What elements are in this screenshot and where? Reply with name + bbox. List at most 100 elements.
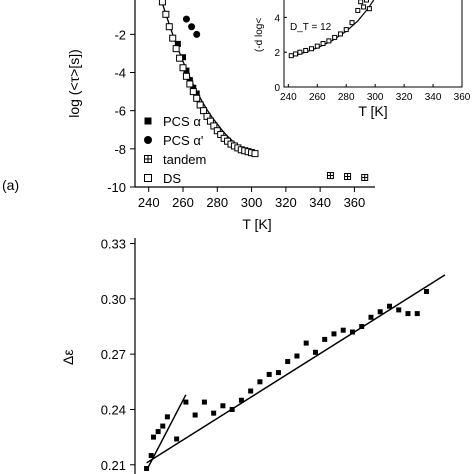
data-point — [361, 4, 367, 10]
data-point — [200, 107, 208, 115]
data-point — [359, 324, 365, 329]
data-point — [229, 406, 235, 412]
inset-plot: 240 260 280 300 320 340 360 0 2 4 T [K] (-d log< D_T… — [242, 0, 471, 126]
data-point — [363, 0, 369, 3]
inset-x-tick-label: 320 — [396, 92, 413, 103]
bottom-series — [144, 288, 429, 471]
main-x-tick-label: 240 — [138, 195, 160, 210]
data-point — [414, 311, 420, 317]
bottom-y-axis-label: Δε — [60, 349, 76, 365]
bottom-y-tick-label: 0.21 — [101, 458, 126, 473]
data-point — [337, 31, 343, 37]
data-point — [275, 370, 281, 376]
inset-y-tick-label: 0 — [274, 83, 280, 94]
data-point — [196, 101, 204, 109]
data-point — [297, 49, 303, 55]
bottom-y-tick-label: 0.30 — [101, 292, 126, 307]
legend-marker — [144, 155, 152, 163]
series-1 — [182, 15, 201, 38]
inset-frame — [283, 0, 463, 88]
data-point — [151, 434, 157, 440]
main-y-tick-label: -4 — [114, 66, 126, 81]
main-y-tick-label: -10 — [107, 180, 126, 195]
data-point — [343, 27, 349, 33]
inset-x-tick-label: 360 — [454, 92, 471, 103]
main-y-tick-label: -6 — [114, 104, 126, 119]
inset-y-axis-label: (-d log< — [254, 18, 265, 52]
data-point — [172, 45, 180, 53]
data-point — [396, 307, 402, 313]
data-point — [332, 34, 338, 40]
data-point — [386, 303, 392, 309]
bottom-y-tick-label: 0.27 — [101, 347, 126, 362]
legend-entry: tandem — [163, 152, 206, 167]
inset-background — [242, 0, 469, 126]
data-point — [144, 465, 150, 471]
data-point — [148, 453, 154, 459]
data-point — [423, 288, 429, 294]
data-point — [192, 412, 198, 418]
legend-marker — [144, 174, 152, 182]
main-x-tick-label: 280 — [206, 195, 228, 210]
data-point — [193, 94, 201, 102]
data-point — [312, 349, 318, 355]
main-y-axis-label: log (<τ>[s]) — [66, 49, 82, 118]
data-point — [288, 53, 294, 59]
inset-x-tick-label: 280 — [338, 92, 355, 103]
data-point — [176, 54, 184, 62]
data-point — [174, 40, 181, 47]
data-point — [193, 30, 201, 38]
data-point — [183, 399, 189, 405]
data-point — [358, 0, 364, 5]
data-point — [349, 20, 355, 26]
bottom-y-tick-label: 0.33 — [101, 237, 126, 252]
main-x-tick-label: 340 — [309, 195, 331, 210]
data-point — [182, 15, 190, 23]
data-point — [294, 353, 300, 359]
legend-entry: DS — [163, 171, 181, 186]
data-point — [326, 38, 332, 44]
data-point — [344, 173, 352, 181]
data-point — [293, 51, 299, 57]
data-point — [266, 371, 272, 377]
legend-entry: PCS α — [163, 114, 201, 129]
data-point — [377, 309, 383, 315]
data-point — [349, 329, 355, 335]
main-y-tick-label: -8 — [114, 142, 126, 157]
main-plot: 240 260 280 300 320 340 360-10-8-6-4-2T [K]log… — [2, 0, 375, 232]
data-point — [320, 41, 326, 46]
data-point — [238, 397, 244, 403]
data-point — [182, 72, 190, 80]
data-point — [169, 34, 177, 42]
data-point — [188, 23, 196, 31]
data-point — [162, 10, 170, 18]
data-point — [285, 359, 291, 365]
inset-y-tick-label: 4 — [274, 13, 280, 24]
legend-entry: PCS α' — [163, 133, 203, 148]
main-x-tick-label: 360 — [344, 195, 366, 210]
inset-annotation: D_T = 12 — [290, 22, 332, 33]
data-point — [158, 0, 166, 6]
data-point — [257, 379, 263, 385]
data-point — [322, 336, 328, 342]
data-point — [251, 150, 259, 158]
data-point — [190, 84, 197, 91]
inset-series — [288, 0, 372, 59]
inset-y-tick-label: 2 — [274, 48, 280, 59]
main-y-tick-label: -2 — [114, 27, 126, 42]
data-point — [220, 403, 226, 409]
data-point — [165, 23, 173, 31]
data-point — [186, 77, 193, 84]
data-point — [331, 331, 337, 337]
main-x-tick-label: 300 — [241, 195, 263, 210]
inset-x-axis-label: T [K] — [358, 103, 387, 119]
main-x-axis-label: T [K] — [242, 216, 271, 232]
data-point — [160, 423, 166, 429]
data-point — [174, 436, 180, 442]
data-point — [314, 43, 320, 49]
data-point — [179, 64, 187, 72]
data-point — [186, 80, 194, 88]
data-point — [189, 88, 197, 96]
bottom-y-tick-label: 0.24 — [101, 402, 126, 417]
